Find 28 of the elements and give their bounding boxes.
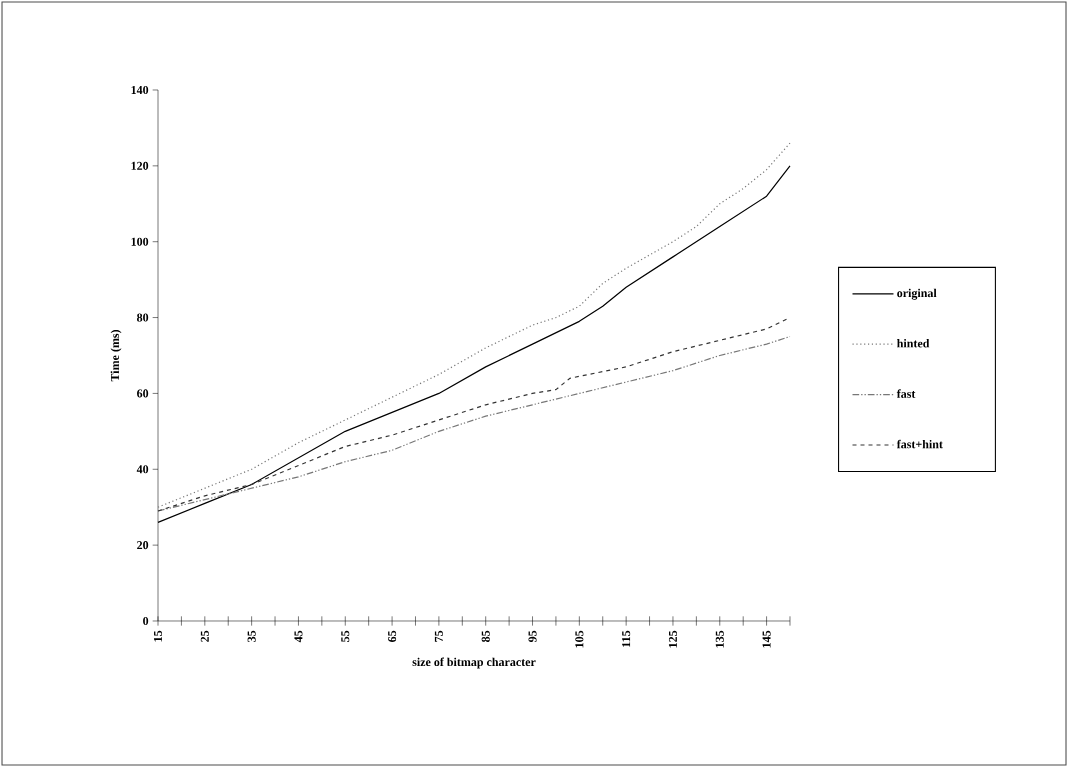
y-tick-label: 0	[143, 616, 149, 626]
y-tick-label: 40	[136, 465, 149, 474]
y-tick-label: 60	[137, 389, 149, 398]
y-tick-label: 120	[131, 161, 149, 170]
legend-label: fast	[896, 389, 916, 398]
legend-label: hinted	[897, 339, 930, 348]
x-tick-label: 115	[622, 630, 631, 647]
x-tick-label: 95	[528, 630, 537, 643]
y-tick-label: 100	[131, 237, 149, 246]
x-tick-label: 125	[668, 630, 677, 648]
x-tick-label: 55	[341, 630, 350, 642]
x-axis-title: size of bitmap character	[412, 657, 536, 669]
y-tick-label: 140	[131, 85, 149, 95]
x-tick-label: 75	[434, 630, 443, 642]
x-tick-label: 15	[153, 630, 163, 642]
y-tick-label: 80	[137, 313, 149, 322]
x-tick-label: 65	[388, 630, 397, 642]
x-tick-label: 45	[294, 630, 303, 643]
x-tick-label: 145	[762, 630, 771, 648]
legend-label: fast+hint	[896, 439, 943, 449]
x-tick-label: 85	[481, 630, 490, 642]
x-tick-label: 35	[247, 630, 256, 642]
x-tick-label: 25	[200, 630, 209, 642]
x-tick-label: 135	[715, 630, 724, 648]
legend-label: original	[897, 288, 937, 300]
y-axis-title: Time (ms)	[110, 329, 122, 382]
y-tick-label: 20	[137, 541, 149, 550]
x-tick-label: 105	[575, 630, 584, 648]
